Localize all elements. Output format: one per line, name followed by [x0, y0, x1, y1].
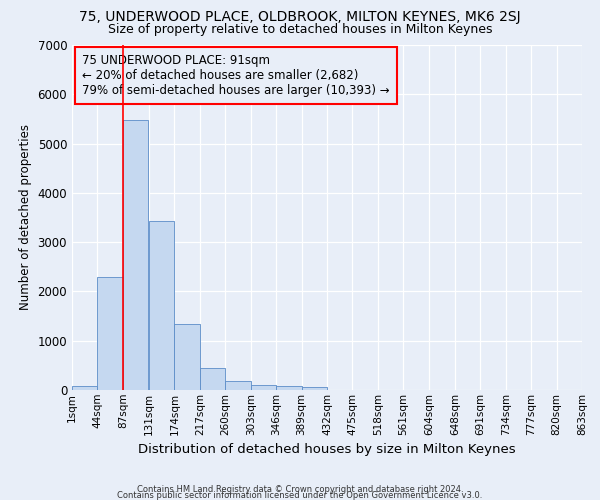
Y-axis label: Number of detached properties: Number of detached properties [19, 124, 32, 310]
Text: Contains public sector information licensed under the Open Government Licence v3: Contains public sector information licen… [118, 491, 482, 500]
Text: Size of property relative to detached houses in Milton Keynes: Size of property relative to detached ho… [108, 22, 492, 36]
Text: Contains HM Land Registry data © Crown copyright and database right 2024.: Contains HM Land Registry data © Crown c… [137, 485, 463, 494]
Bar [276, 386, 302, 390]
Bar [123, 120, 148, 390]
Bar [97, 276, 123, 390]
X-axis label: Distribution of detached houses by size in Milton Keynes: Distribution of detached houses by size … [138, 443, 516, 456]
Bar [200, 368, 225, 390]
Text: 75, UNDERWOOD PLACE, OLDBROOK, MILTON KEYNES, MK6 2SJ: 75, UNDERWOOD PLACE, OLDBROOK, MILTON KE… [79, 10, 521, 24]
Bar [251, 385, 276, 390]
Bar [72, 386, 97, 390]
Bar [149, 222, 175, 390]
Bar [175, 324, 200, 390]
Bar [302, 388, 327, 390]
Bar [225, 380, 251, 390]
Text: 75 UNDERWOOD PLACE: 91sqm
← 20% of detached houses are smaller (2,682)
79% of se: 75 UNDERWOOD PLACE: 91sqm ← 20% of detac… [82, 54, 390, 96]
